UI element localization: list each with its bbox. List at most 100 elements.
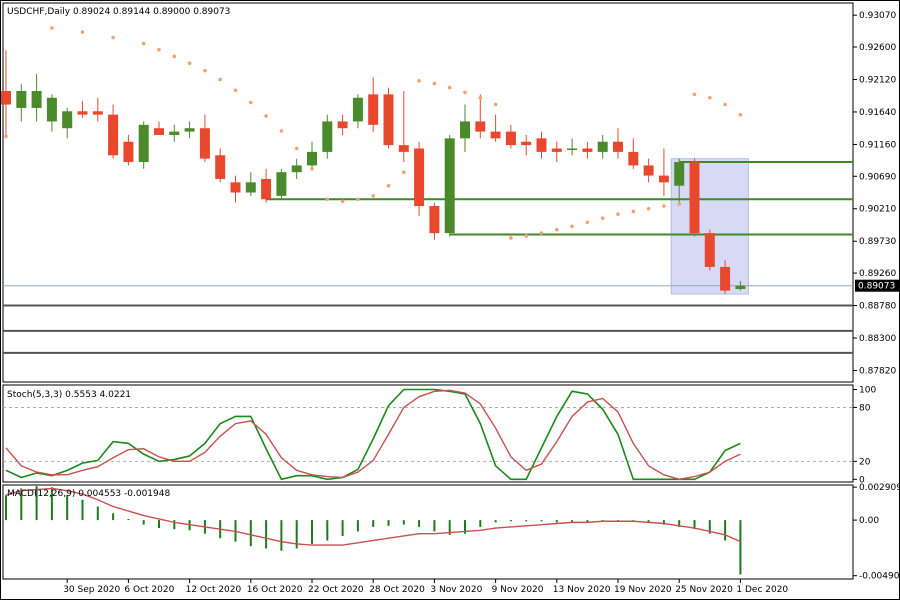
macd-bar — [142, 520, 145, 525]
stoch-tick-label: 0 — [859, 475, 865, 485]
candle-body — [307, 151, 317, 166]
date-label: 16 Oct 2020 — [247, 585, 303, 595]
sar-dot — [585, 220, 590, 225]
macd-bar — [509, 520, 512, 522]
candle-body — [643, 165, 654, 176]
macd-bar — [662, 520, 665, 525]
sar-dot — [631, 209, 636, 214]
current-price-label: 0.89073 — [858, 282, 895, 292]
candle-body — [322, 121, 333, 152]
price-tick-label: 0.89260 — [859, 269, 896, 279]
candle-body — [245, 182, 256, 193]
sar-dot — [417, 79, 421, 83]
price-tick-label: 0.93070 — [859, 11, 896, 21]
sar-dot — [723, 102, 727, 107]
candle-body — [551, 148, 562, 152]
macd-bar — [586, 520, 589, 523]
stoch-main-line — [5, 388, 741, 481]
candle-body — [521, 141, 532, 146]
chart-title: USDCHF,Daily 0.89024 0.89144 0.89000 0.8… — [7, 7, 230, 17]
macd-bar — [311, 520, 313, 544]
candle-body — [628, 151, 639, 166]
date-label: 1 Dec 2020 — [736, 585, 788, 595]
macd-bar — [739, 520, 742, 575]
sar-dot — [646, 206, 651, 211]
candle-body — [337, 121, 348, 129]
date-label: 9 Nov 2020 — [492, 585, 544, 595]
macd-pane — [2, 484, 854, 580]
candle-body — [735, 285, 746, 290]
sar-dot — [310, 167, 314, 171]
sar-dot — [402, 170, 406, 174]
macd-bar — [127, 518, 130, 521]
sar-dot — [738, 112, 743, 117]
macd-bar — [66, 495, 69, 521]
sar-dot — [157, 47, 161, 52]
candle-body — [138, 124, 149, 163]
stoch-tick-label: 80 — [859, 403, 871, 413]
sar-dot — [708, 95, 712, 100]
candle-body — [444, 138, 455, 234]
sar-dot — [203, 68, 207, 73]
macd-bar — [647, 520, 650, 523]
date-label: 19 Nov 2020 — [614, 585, 672, 595]
macd-bar — [295, 520, 298, 549]
price-tick-label: 0.92120 — [859, 75, 896, 85]
macd-bar — [678, 520, 681, 527]
sar-dot — [279, 129, 284, 133]
macd-bar — [81, 499, 84, 521]
sar-dot — [677, 202, 681, 206]
price-tick-label: 0.91640 — [859, 108, 896, 118]
candle-body — [383, 94, 394, 146]
candle-body — [154, 128, 164, 135]
sar-dot — [4, 134, 8, 139]
price-tick-label: 0.90210 — [859, 205, 896, 215]
candle-body — [429, 206, 440, 234]
macd-bar — [96, 506, 99, 521]
sar-dot — [111, 35, 115, 40]
candle-body — [199, 128, 210, 159]
candle-body — [261, 178, 272, 200]
sar-dot — [294, 146, 299, 151]
candle-body — [460, 121, 470, 139]
date-label: 22 Oct 2020 — [308, 585, 364, 595]
sar-dot — [493, 102, 498, 107]
candle-body — [414, 148, 425, 207]
sar-dot — [356, 197, 360, 202]
candle-body — [123, 141, 134, 163]
macd-bar — [433, 520, 436, 532]
candle-body — [567, 148, 578, 151]
candle-body — [597, 141, 608, 152]
macd-bar — [494, 520, 497, 523]
sar-dot — [80, 30, 85, 34]
macd-bar — [5, 495, 7, 521]
macd-tick-label: 0.00 — [859, 516, 879, 526]
macd-bar — [448, 520, 451, 535]
candle-body — [352, 97, 363, 122]
candle-body — [184, 128, 195, 132]
sar-dot — [233, 88, 238, 93]
price-tick-label: 0.91160 — [859, 140, 896, 150]
date-label: 12 Oct 2020 — [186, 585, 242, 595]
candle-body — [613, 141, 623, 152]
sar-dot — [386, 183, 391, 188]
macd-bar — [35, 486, 38, 521]
macd-bar — [479, 520, 482, 527]
sar-dot — [50, 26, 54, 30]
candle-body — [92, 111, 103, 115]
macd-bar — [402, 520, 405, 525]
macd-bar — [173, 520, 176, 530]
candle-body — [475, 121, 486, 132]
macd-bar — [418, 520, 421, 527]
stoch-tick-label: 100 — [859, 385, 876, 395]
sar-dot — [340, 199, 345, 204]
date-label: 28 Oct 2020 — [369, 585, 425, 595]
macd-bar — [525, 520, 528, 522]
macd-bar — [555, 520, 558, 523]
candle-body — [658, 175, 669, 183]
sar-dot — [478, 95, 483, 100]
candle-body — [398, 145, 409, 152]
sar-dot — [264, 114, 268, 118]
